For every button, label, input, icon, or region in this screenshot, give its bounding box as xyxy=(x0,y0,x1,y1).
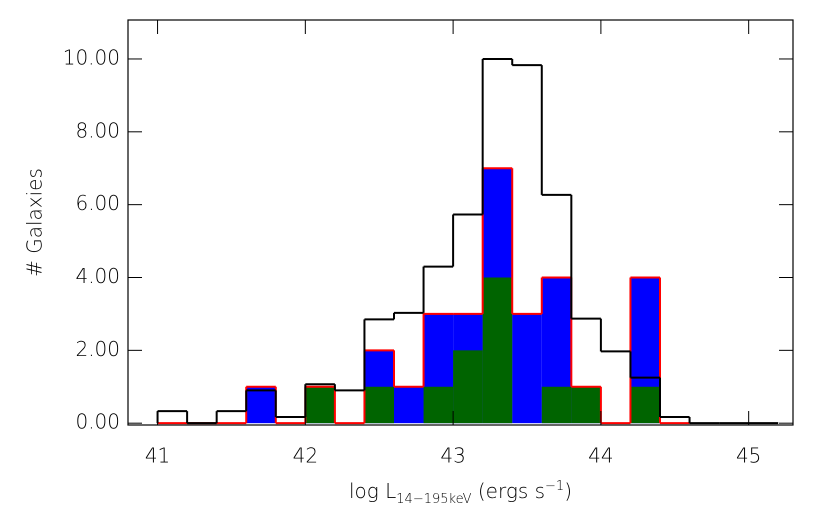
x-label-sup: −1 xyxy=(545,479,564,494)
plot-frame xyxy=(127,19,794,426)
x-tick-label: 45 xyxy=(736,444,761,468)
x-label-end: ) xyxy=(564,479,572,503)
bar xyxy=(423,386,454,424)
x-tick-label: 44 xyxy=(588,444,613,468)
bar xyxy=(394,386,424,424)
bar xyxy=(305,386,335,424)
x-tick-label: 43 xyxy=(440,444,465,468)
bar xyxy=(482,277,513,424)
bar xyxy=(630,386,660,424)
y-axis-label: # Galaxies xyxy=(23,168,47,277)
x-tick-label: 41 xyxy=(145,444,170,468)
bar xyxy=(364,386,394,424)
y-tick-label: 8.00 xyxy=(75,118,120,142)
bar xyxy=(246,386,276,424)
y-tick-label: 0.00 xyxy=(75,410,120,434)
bar xyxy=(571,386,601,424)
y-tick-label: 10.00 xyxy=(63,45,120,69)
y-tick-label: 4.00 xyxy=(75,264,120,288)
x-axis-label: log L14−195keV (ergs s−1) xyxy=(349,479,572,505)
x-label-main: log L xyxy=(349,479,396,503)
bar xyxy=(541,386,572,424)
x-label-sub: 14−195keV xyxy=(396,492,471,505)
bar xyxy=(512,313,542,424)
bar xyxy=(453,350,483,424)
x-tick-label: 42 xyxy=(293,444,318,468)
y-tick-label: 2.00 xyxy=(75,337,120,361)
y-tick-label: 6.00 xyxy=(75,191,120,215)
x-label-mid: (ergs s xyxy=(471,479,545,503)
